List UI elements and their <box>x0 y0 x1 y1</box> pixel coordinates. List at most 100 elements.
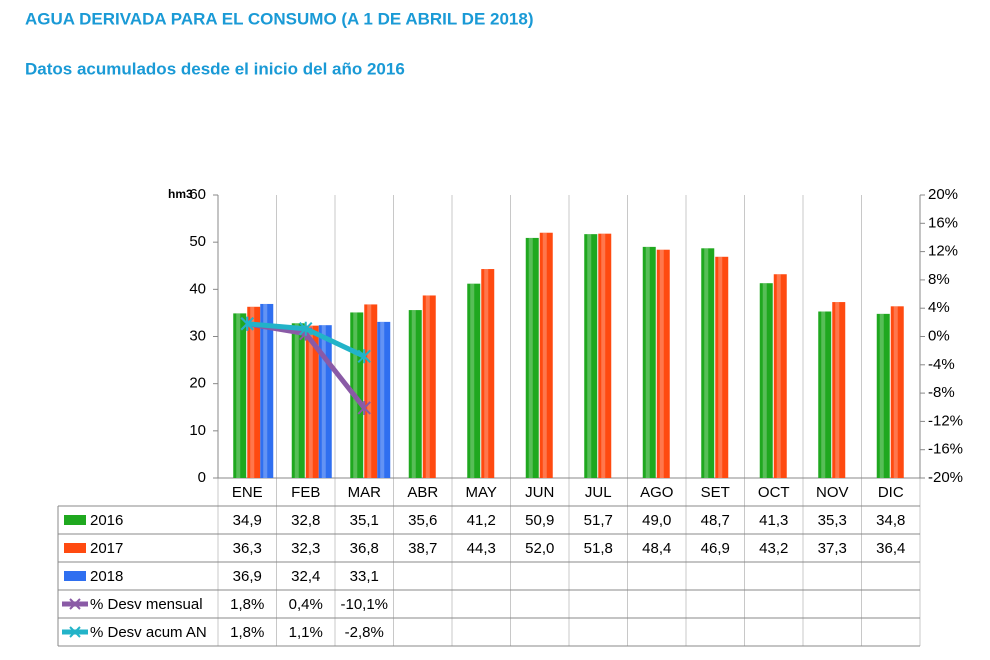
table-value: 34,8 <box>876 512 905 529</box>
bar-highlight <box>308 325 313 478</box>
table-value: 44,3 <box>467 540 496 557</box>
bar <box>832 302 846 478</box>
bar-highlight <box>528 237 533 478</box>
table-value: 36,3 <box>233 540 262 557</box>
bar-highlight <box>425 295 430 478</box>
bar <box>305 325 319 478</box>
table-value: 52,0 <box>525 540 554 557</box>
legend-swatch <box>64 515 86 525</box>
bar-highlight <box>367 304 372 478</box>
table-value: 32,3 <box>291 540 320 557</box>
table-value: 1,8% <box>230 624 264 641</box>
bar-highlight <box>250 306 255 478</box>
chart-subtitle: Datos acumulados desde el inicio del año… <box>25 59 405 78</box>
bar <box>890 306 904 478</box>
y-tick-label: 50 <box>189 233 206 250</box>
bar-highlight <box>645 246 650 478</box>
y2-tick-label: 20% <box>928 186 958 203</box>
x-tick-label: SET <box>701 484 730 501</box>
y-tick-label: 60 <box>189 186 206 203</box>
table-value: 34,9 <box>233 512 262 529</box>
x-tick-label: JUL <box>585 484 612 501</box>
table-value: 36,8 <box>350 540 379 557</box>
bar <box>818 311 832 478</box>
bar-highlight <box>893 306 898 478</box>
bar-highlight <box>835 302 840 478</box>
x-tick-label: AGO <box>640 484 673 501</box>
y2-tick-label: 8% <box>928 271 950 288</box>
table-value: 35,1 <box>350 512 379 529</box>
y-tick-label: 10 <box>189 422 206 439</box>
y2-tick-label: 4% <box>928 299 950 316</box>
bar-highlight <box>601 233 606 478</box>
y-axis-label: hm3 <box>168 187 193 201</box>
bar-highlight <box>718 256 723 478</box>
bar-highlight <box>762 283 767 478</box>
table-value: 1,8% <box>230 596 264 613</box>
bar <box>260 303 274 478</box>
x-tick-label: NOV <box>816 484 849 501</box>
bar-highlight <box>659 249 664 478</box>
bar-highlight <box>380 321 385 478</box>
table-value: 32,8 <box>291 512 320 529</box>
table-value: 49,0 <box>642 512 671 529</box>
line-marker <box>357 400 371 415</box>
bar-highlight <box>236 313 241 478</box>
table-value: -10,1% <box>340 596 388 613</box>
x-tick-label: MAY <box>466 484 497 501</box>
x-tick-label: MAR <box>348 484 382 501</box>
y-tick-label: 40 <box>189 280 206 297</box>
y2-tick-label: 0% <box>928 327 950 344</box>
bar-highlight <box>542 232 547 478</box>
legend-label: % Desv mensual <box>90 596 203 613</box>
bar-highlight <box>704 248 709 478</box>
bar <box>539 232 553 478</box>
bar <box>715 256 729 478</box>
table-value: 38,7 <box>408 540 437 557</box>
table-value: 41,3 <box>759 512 788 529</box>
y2-tick-label: 16% <box>928 214 958 231</box>
y-tick-label: 0 <box>198 469 206 486</box>
legend-label: 2017 <box>90 540 123 557</box>
bar <box>701 248 715 478</box>
table-value: 50,9 <box>525 512 554 529</box>
bar <box>773 274 787 478</box>
bar <box>408 310 422 478</box>
bar <box>584 234 598 478</box>
line-marker <box>357 349 371 364</box>
bar <box>364 304 378 478</box>
table-value: 37,3 <box>818 540 847 557</box>
bar-highlight <box>321 325 326 478</box>
table-value: 51,7 <box>584 512 613 529</box>
line-marker <box>299 321 313 336</box>
bar <box>525 237 539 478</box>
y2-tick-label: -16% <box>928 441 963 458</box>
bar <box>467 283 481 478</box>
x-tick-label: DIC <box>878 484 904 501</box>
x-tick-label: ABR <box>407 484 438 501</box>
chart-title: AGUA DERIVADA PARA EL CONSUMO (A 1 DE AB… <box>25 9 534 28</box>
table-value: 32,4 <box>291 568 320 585</box>
legend-label: 2018 <box>90 568 123 585</box>
bar <box>377 321 391 478</box>
bar <box>291 323 305 478</box>
bar-highlight <box>821 311 826 478</box>
table-value: 48,4 <box>642 540 671 557</box>
table-value: 46,9 <box>701 540 730 557</box>
bar-highlight <box>411 310 416 478</box>
table-value: 41,2 <box>467 512 496 529</box>
x-tick-label: ENE <box>232 484 263 501</box>
y2-tick-label: -4% <box>928 356 955 373</box>
bar <box>656 249 670 478</box>
bar <box>422 295 436 478</box>
legend-marker <box>69 626 81 638</box>
table-value: 35,6 <box>408 512 437 529</box>
bar-highlight <box>879 313 884 478</box>
bar-highlight <box>587 234 592 478</box>
table-value: -2,8% <box>345 624 384 641</box>
bar <box>598 233 612 478</box>
bar <box>233 313 247 478</box>
x-tick-label: FEB <box>291 484 320 501</box>
y2-tick-label: -12% <box>928 412 963 429</box>
